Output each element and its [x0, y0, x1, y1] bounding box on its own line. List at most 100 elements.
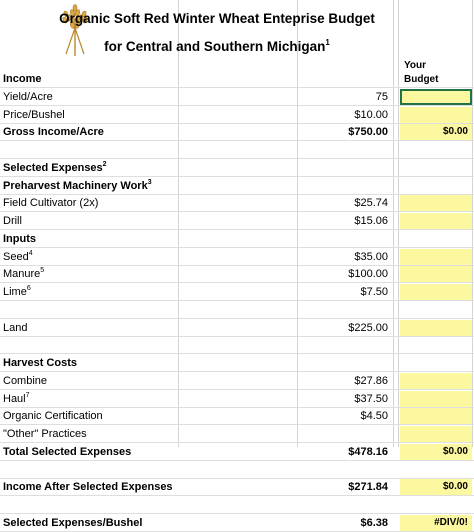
- your-budget-cell[interactable]: [400, 195, 472, 212]
- table-row: Field Cultivator (2x) $25.74: [0, 195, 474, 213]
- gridline: [398, 0, 399, 447]
- table-row: Manure5 $100.00: [0, 266, 474, 284]
- table-row: Drill $15.06: [0, 213, 474, 230]
- your-budget-cell[interactable]: [400, 213, 472, 229]
- your-budget-cell[interactable]: $0.00: [400, 124, 472, 141]
- row-value: $225.00: [348, 321, 388, 334]
- row-label: Price/Bushel: [3, 108, 65, 122]
- your-budget-cell[interactable]: $0.00: [400, 479, 472, 496]
- table-row: Organic Certification $4.50: [0, 408, 474, 426]
- row-label-text: Income: [3, 73, 42, 85]
- row-label: Manure5: [3, 267, 44, 281]
- your-budget-header-line2: Budget: [404, 74, 439, 85]
- table-row: Preharvest Machinery Work3: [0, 178, 474, 195]
- row-value: $37.50: [354, 392, 388, 405]
- row-value: $25.74: [354, 197, 388, 210]
- your-budget-cell[interactable]: [400, 266, 472, 283]
- your-budget-cell[interactable]: [400, 248, 472, 265]
- your-budget-header-line1: Your: [404, 60, 427, 71]
- table-row: Combine $27.86: [0, 372, 474, 390]
- row-label-text: Income After Selected Expenses: [3, 481, 173, 494]
- row-label: Gross Income/Acre: [3, 125, 104, 139]
- row-label: Harvest Costs: [3, 356, 77, 370]
- footnote-marker: 2: [102, 160, 107, 168]
- table-row: Haul7 $37.50: [0, 390, 474, 408]
- your-budget-value: $0.00: [442, 126, 468, 138]
- row-label-text: Preharvest Machinery Work: [3, 179, 148, 192]
- table-row: Income: [0, 71, 474, 88]
- row-label-text: Organic Certification: [3, 410, 103, 423]
- your-budget-cell[interactable]: #DIV/0!: [400, 514, 472, 531]
- budget-subtitle-text: for Central and Southern Michigan: [104, 39, 326, 54]
- table-row: $0.00 Total Selected Expenses $478.16: [0, 443, 474, 461]
- row-label-text: Gross Income/Acre: [3, 126, 104, 139]
- row-value: $35.00: [354, 250, 388, 263]
- row-label-text: Land: [3, 321, 28, 334]
- your-budget-cell[interactable]: [400, 426, 472, 442]
- gridline: [178, 0, 179, 447]
- row-value: $750.00: [348, 126, 388, 139]
- budget-subtitle: for Central and Southern Michigan1: [20, 35, 414, 55]
- row-label-text: Harvest Costs: [3, 357, 77, 369]
- table-row: [0, 142, 474, 159]
- table-row: Yield/Acre 75: [0, 88, 474, 106]
- row-label: Income: [3, 72, 42, 86]
- gridline: [393, 0, 394, 447]
- row-label: Lime6: [3, 285, 31, 299]
- row-value: $27.86: [354, 374, 388, 387]
- row-value: $7.50: [360, 286, 388, 298]
- row-value: $15.06: [354, 215, 388, 227]
- row-label-text: Total Selected Expenses: [3, 445, 132, 458]
- your-budget-cell[interactable]: [400, 106, 472, 123]
- table-row: #DIV/0! Selected Expenses/Bushel $6.38: [0, 514, 474, 532]
- your-budget-cell[interactable]: [400, 390, 472, 407]
- your-budget-cell[interactable]: [400, 408, 472, 425]
- row-label-text: Haul: [3, 392, 26, 405]
- table-row: Seed4 $35.00: [0, 248, 474, 266]
- table-row: Selected Expenses2: [0, 160, 474, 177]
- row-label-text: Field Cultivator (2x): [3, 197, 99, 210]
- row-label: Seed4: [3, 250, 33, 264]
- your-budget-value: #DIV/0!: [434, 516, 468, 528]
- table-row: $0.00 Gross Income/Acre $750.00: [0, 124, 474, 142]
- row-label: Field Cultivator (2x): [3, 196, 98, 210]
- row-label-text: Seed: [3, 250, 29, 263]
- table-row: "Other" Practices: [0, 426, 474, 443]
- footnote-marker: 7: [25, 391, 30, 399]
- row-label-text: Selected Expenses/Bushel: [3, 516, 143, 529]
- your-budget-cell[interactable]: [400, 284, 472, 300]
- row-label-text: Price/Bushel: [3, 108, 65, 121]
- row-label: Yield/Acre: [3, 90, 53, 104]
- table-row: $0.00 Income After Selected Expenses $271.…: [0, 479, 474, 497]
- footnote-marker: 6: [26, 285, 31, 292]
- row-label-text: Manure: [3, 268, 41, 281]
- row-label-text: Selected Expenses: [3, 161, 103, 174]
- your-budget-cell[interactable]: $0.00: [400, 443, 472, 460]
- row-label: Organic Certification: [3, 409, 103, 423]
- row-label: Selected Expenses/Bushel: [3, 516, 142, 530]
- row-label-text: Lime: [3, 286, 27, 298]
- row-value: $4.50: [360, 410, 388, 423]
- footnote-marker: 4: [28, 249, 33, 257]
- table-row: Price/Bushel $10.00: [0, 106, 474, 124]
- table-row: [0, 302, 474, 319]
- your-budget-cell[interactable]: [400, 372, 472, 389]
- your-budget-cell[interactable]: [400, 319, 472, 336]
- footnote-marker: 5: [40, 267, 45, 275]
- table-row: [0, 337, 474, 355]
- your-budget-cell[interactable]: [400, 88, 472, 105]
- table-row: [0, 462, 474, 479]
- row-value: $100.00: [348, 268, 388, 281]
- table-row: Harvest Costs: [0, 355, 474, 372]
- row-label: Inputs: [3, 232, 36, 246]
- row-value: $6.38: [360, 516, 388, 529]
- wheat-icon: [62, 4, 88, 56]
- table-row: Inputs: [0, 231, 474, 248]
- row-label: "Other" Practices: [3, 427, 87, 441]
- table-row: Land $225.00: [0, 319, 474, 337]
- row-value: $271.84: [348, 481, 388, 494]
- footnote-marker: 3: [147, 178, 152, 186]
- table-row: [0, 497, 474, 514]
- footnote-marker: 1: [325, 38, 330, 47]
